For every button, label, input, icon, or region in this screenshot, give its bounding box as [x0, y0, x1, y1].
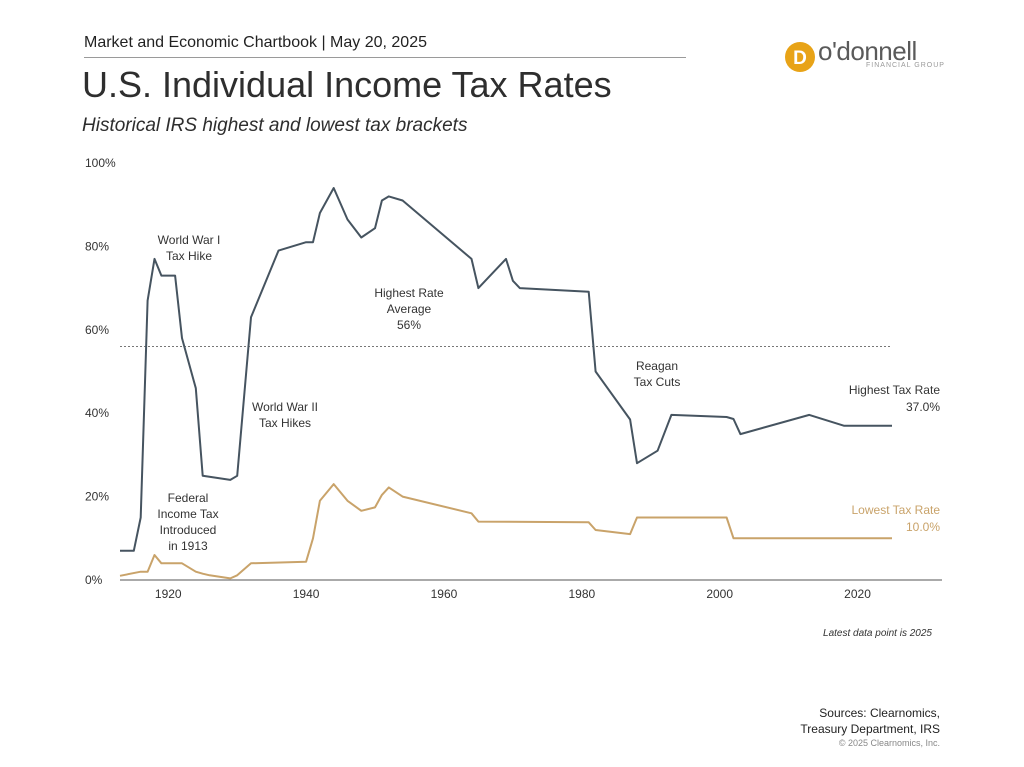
y-tick-label: 60% [85, 323, 109, 337]
annotation-ww2: Tax Hikes [259, 416, 311, 430]
x-tick-label: 2020 [844, 587, 871, 601]
y-tick-label: 100% [85, 156, 116, 170]
page-subtitle: Historical IRS highest and lowest tax br… [82, 115, 468, 136]
x-tick-label: 1920 [155, 587, 182, 601]
chartbook-header: Market and Economic Chartbook | May 20, … [84, 34, 427, 51]
annotation-ww2: World War II [252, 400, 318, 414]
header-divider [84, 57, 686, 58]
logo-mark-letter: D [793, 48, 807, 69]
company-logo: D o'donnell FINANCIAL GROUP [784, 36, 944, 76]
x-tick-label: 1960 [431, 587, 458, 601]
logo-wordmark: o'donnell [818, 36, 917, 66]
annotation-federal: Introduced [160, 523, 217, 537]
latest-data-note: Latest data point is 2025 [823, 628, 932, 639]
copyright-text: © 2025 Clearnomics, Inc. [838, 738, 940, 748]
x-tick-label: 2000 [706, 587, 733, 601]
y-tick-label: 0% [85, 573, 103, 587]
logo-mark-icon: D [785, 42, 815, 72]
annotation-ww1: World War I [158, 233, 221, 247]
annotation-average: 56% [397, 318, 421, 332]
lowest-rate-label: 10.0% [906, 520, 940, 534]
annotation-ww1: Tax Hike [166, 249, 212, 263]
highest-rate-label: Highest Tax Rate [849, 383, 940, 397]
logo-subtitle: FINANCIAL GROUP [866, 62, 945, 69]
x-tick-label: 1980 [568, 587, 595, 601]
sources-line-1: Sources: Clearnomics, [819, 706, 940, 720]
annotation-federal: Income Tax [157, 507, 218, 521]
y-tick-label: 20% [85, 490, 109, 504]
sources-line-2: Treasury Department, IRS [800, 722, 940, 736]
annotation-average: Average [387, 302, 432, 316]
y-tick-label: 40% [85, 406, 109, 420]
highest-rate-line [120, 187, 892, 552]
sources-text: Sources: Clearnomics, Treasury Departmen… [800, 705, 940, 737]
annotation-average: Highest Rate [374, 286, 444, 300]
page-title: U.S. Individual Income Tax Rates [82, 64, 612, 105]
y-tick-label: 80% [85, 239, 109, 253]
lowest-rate-line [119, 483, 892, 580]
highest-rate-label: 37.0% [906, 400, 940, 414]
lowest-rate-label: Lowest Tax Rate [852, 503, 941, 517]
annotation-reagan: Reagan [636, 359, 678, 373]
annotation-federal: Federal [168, 491, 209, 505]
x-tick-label: 1940 [293, 587, 320, 601]
annotation-federal: in 1913 [168, 539, 208, 553]
annotation-reagan: Tax Cuts [634, 375, 681, 389]
